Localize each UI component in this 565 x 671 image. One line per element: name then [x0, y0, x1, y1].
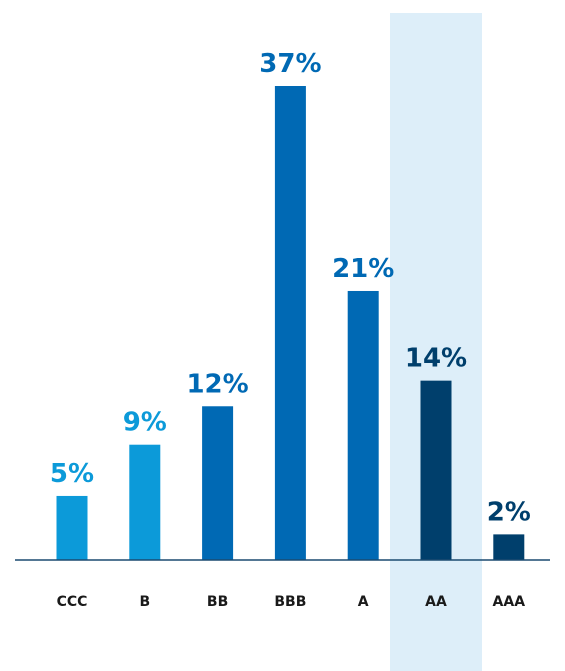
x-tick-label: AA	[425, 594, 447, 610]
bar	[56, 495, 88, 560]
bar	[274, 86, 306, 560]
bar	[202, 406, 234, 560]
x-tick-label: BBB	[274, 594, 306, 610]
value-label: 9%	[123, 408, 167, 438]
x-tick-label: CCC	[57, 594, 88, 610]
x-tick-label: BB	[207, 594, 228, 610]
bar	[420, 380, 452, 560]
bar	[129, 444, 161, 560]
x-tick-label: AAA	[493, 594, 526, 610]
value-label: 37%	[259, 49, 321, 79]
bar	[493, 534, 525, 560]
bar	[347, 290, 379, 560]
x-tick-label: B	[139, 594, 150, 610]
highlight-band	[390, 13, 482, 671]
value-label: 21%	[332, 254, 394, 284]
value-label: 2%	[487, 497, 531, 527]
x-tick-label: A	[358, 594, 369, 610]
value-label: 14%	[405, 344, 467, 374]
value-label: 12%	[186, 369, 248, 399]
value-label: 5%	[50, 459, 94, 489]
